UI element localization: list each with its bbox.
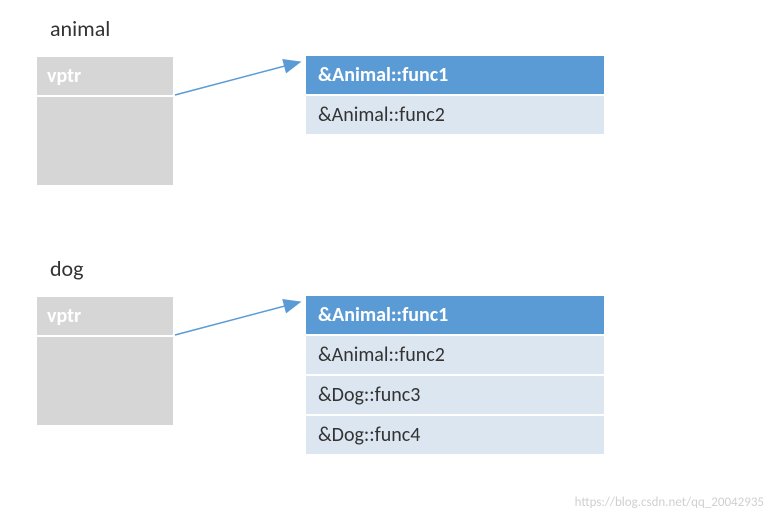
dog-object-box: vptr [35,295,175,427]
animal-vtable: &Animal::func1&Animal::func2 [305,55,605,135]
animal-object-box: vptr [35,55,175,187]
animal-title: animal [50,15,110,42]
dog-vptr-cell: vptr [35,295,175,337]
dog-title: dog [50,255,84,282]
animal-vtable-row-1: &Animal::func2 [305,95,605,135]
dog-body-cell [35,337,175,427]
watermark-text: https://blog.csdn.net/qq_20042935 [575,495,764,510]
animal-body-cell [35,97,175,187]
dog-vtable-row-0: &Animal::func1 [305,295,605,335]
animal-vptr-arrow [175,62,300,95]
dog-vtable-row-2: &Dog::func3 [305,375,605,415]
dog-vptr-arrow [175,302,300,335]
dog-vtable-row-3: &Dog::func4 [305,415,605,455]
dog-vtable: &Animal::func1&Animal::func2&Dog::func3&… [305,295,605,455]
animal-vtable-row-0: &Animal::func1 [305,55,605,95]
animal-vptr-cell: vptr [35,55,175,97]
dog-vtable-row-1: &Animal::func2 [305,335,605,375]
